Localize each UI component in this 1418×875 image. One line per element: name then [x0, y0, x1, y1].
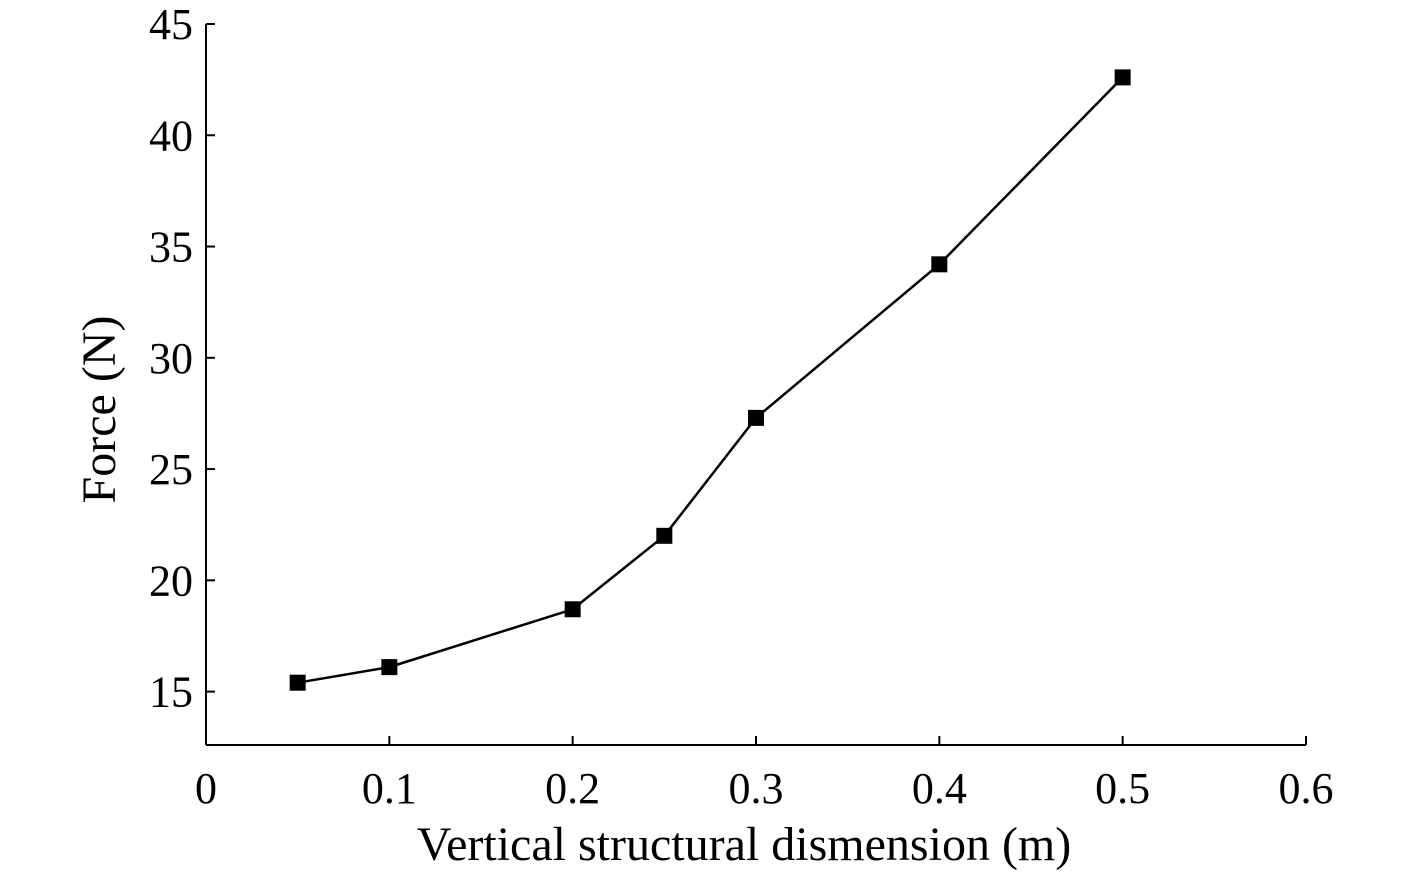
axes — [205, 24, 1306, 746]
x-tick-label: 0 — [195, 764, 217, 813]
y-axis-title: Force (N) — [73, 316, 126, 504]
data-point-marker — [656, 527, 673, 544]
data-point-marker — [289, 674, 306, 691]
y-tick-label: 45 — [149, 0, 193, 49]
y-tick-label: 40 — [149, 111, 193, 160]
x-axis-title: Vertical structural dismension (m) — [417, 818, 1072, 871]
data-point-marker — [1114, 69, 1131, 86]
x-tick-label: 0.2 — [545, 764, 600, 813]
x-tick-label: 0.4 — [912, 764, 967, 813]
x-tick-label: 0.3 — [729, 764, 784, 813]
x-tick-label: 0.6 — [1279, 764, 1334, 813]
data-point-marker — [931, 256, 948, 273]
y-tick-label: 15 — [149, 668, 193, 717]
x-tick-label: 0.5 — [1095, 764, 1150, 813]
y-axis-ticks: 15 20 25 30 35 40 45 — [149, 0, 215, 717]
x-axis-ticks: 0 0.1 0.2 0.3 0.4 0.5 0.6 — [195, 736, 1334, 813]
y-tick-label: 35 — [149, 223, 193, 272]
x-tick-label: 0.1 — [362, 764, 417, 813]
series-group — [289, 69, 1131, 691]
y-tick-label: 20 — [149, 556, 193, 605]
data-point-marker — [564, 601, 581, 618]
y-tick-label: 30 — [149, 334, 193, 383]
series-line — [297, 76, 1124, 684]
y-tick-label: 25 — [149, 445, 193, 494]
data-point-marker — [748, 409, 764, 426]
data-point-marker — [381, 659, 398, 676]
